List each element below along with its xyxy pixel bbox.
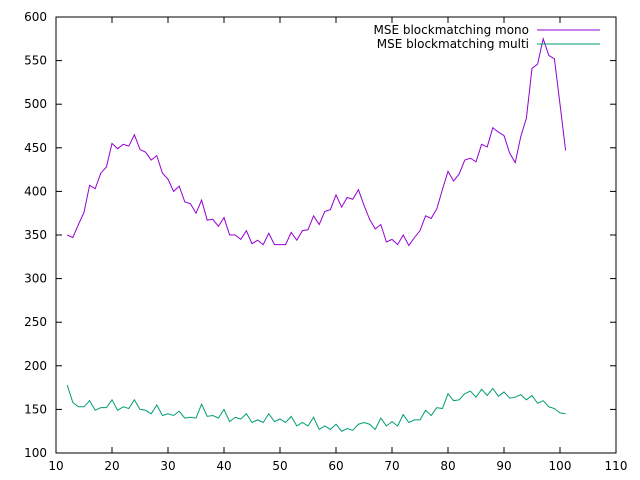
x-tick-label: 40 — [216, 459, 231, 473]
legend-label-mono: MSE blockmatching mono — [373, 23, 529, 37]
axes-frame — [55, 16, 617, 454]
x-tick-label: 10 — [48, 459, 63, 473]
y-tick-label: 600 — [24, 10, 47, 24]
x-tick-label: 50 — [272, 459, 287, 473]
y-tick-label: 500 — [24, 97, 47, 111]
x-tick-label: 100 — [549, 459, 572, 473]
y-tick-label: 200 — [24, 359, 47, 373]
series-lines — [66, 36, 567, 432]
x-tick-label: 90 — [496, 459, 511, 473]
y-tick-label: 350 — [24, 228, 47, 242]
x-axis: 10 20 30 40 50 60 70 80 90 100 110 — [48, 17, 627, 473]
y-axis: 100 150 200 250 300 350 400 450 500 550 600 — [24, 10, 616, 460]
x-tick-label: 20 — [104, 459, 119, 473]
y-tick-label: 550 — [24, 54, 47, 68]
y-tick-label: 250 — [24, 315, 47, 329]
y-tick-label: 450 — [24, 141, 47, 155]
y-tick-label: 100 — [24, 446, 47, 460]
legend: MSE blockmatching mono MSE blockmatching… — [373, 23, 600, 51]
x-tick-label: 60 — [328, 459, 343, 473]
series-line-mse-blockmatching-multi — [66, 384, 566, 432]
axes-border — [55, 16, 617, 454]
x-tick-label: 110 — [605, 459, 628, 473]
y-tick-label: 400 — [24, 184, 47, 198]
plot-area: 10 20 30 40 50 60 70 80 90 100 110 100 150 200 250 300… — [24, 10, 627, 473]
x-tick-label: 70 — [384, 459, 399, 473]
x-tick-label: 30 — [160, 459, 175, 473]
x-tick-label: 80 — [440, 459, 455, 473]
legend-label-multi: MSE blockmatching multi — [377, 37, 529, 51]
series-line-mse-blockmatching-mono — [66, 36, 567, 247]
y-tick-label: 300 — [24, 272, 47, 286]
y-tick-label: 150 — [24, 402, 47, 416]
